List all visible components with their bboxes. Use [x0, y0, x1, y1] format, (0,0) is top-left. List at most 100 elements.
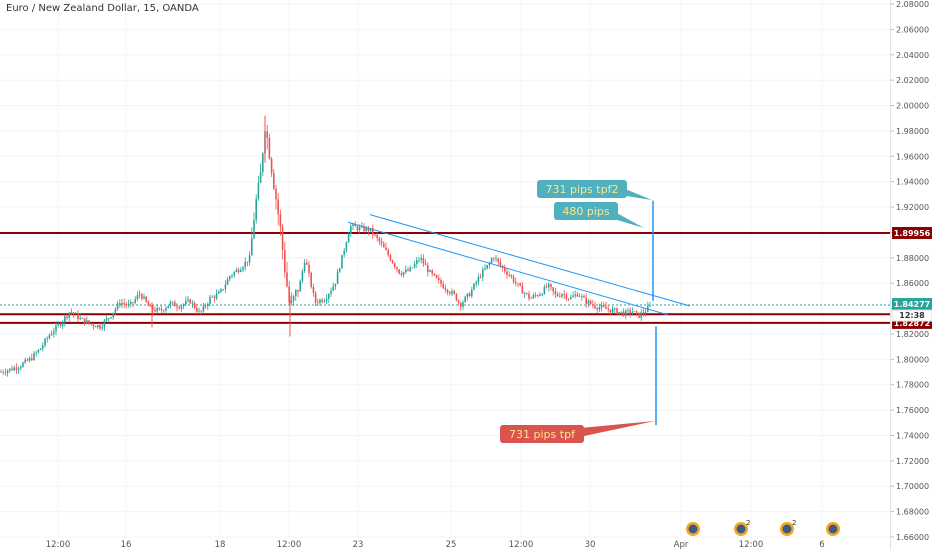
candle-body [526, 293, 528, 294]
candle-body [220, 289, 222, 292]
candle-body [152, 306, 154, 310]
candle-body [424, 263, 427, 266]
candle-body [372, 228, 374, 235]
candle-body [460, 302, 462, 307]
price-box-label: 1.89956 [894, 229, 931, 238]
candle-body [255, 198, 257, 221]
candle-body [108, 318, 110, 320]
candle-body [369, 228, 372, 232]
candle-body [83, 318, 86, 324]
candle-body [178, 307, 180, 309]
y-tick-label: 2.06000 [896, 25, 929, 34]
candle-body [539, 294, 541, 296]
candle-body [4, 372, 7, 374]
candle-body [297, 289, 299, 292]
candle-body [147, 301, 150, 306]
candle-body [537, 295, 539, 297]
candle-body [110, 317, 112, 319]
candle-body [114, 308, 117, 313]
candle-body [471, 289, 473, 297]
y-tick-label: 1.86000 [896, 279, 929, 288]
candle-body [101, 326, 103, 329]
y-tick-label: 1.68000 [896, 508, 929, 517]
candle-body [350, 225, 352, 234]
y-tick-label: 1.72000 [896, 457, 929, 466]
x-tick-label: 12:00 [509, 540, 534, 550]
candle-body [119, 303, 121, 305]
candle-body [429, 270, 431, 272]
candle-body [365, 227, 367, 231]
x-tick-label: Apr [674, 540, 689, 550]
candle-body [176, 306, 178, 308]
candle-body [11, 368, 13, 371]
candle-body [182, 304, 185, 307]
candle-body [581, 296, 583, 297]
candle-body [323, 300, 326, 302]
candle-body [44, 338, 46, 346]
candle-body [86, 320, 88, 324]
candle-body [442, 284, 444, 289]
candle-body [55, 325, 57, 332]
y-tick-label: 1.98000 [896, 127, 929, 136]
candle-body [339, 268, 341, 272]
candle-body [416, 260, 418, 264]
candle-body [400, 273, 403, 275]
candle-body [88, 320, 90, 324]
candle-body [141, 294, 143, 299]
candle-body [224, 284, 227, 290]
candle-body [334, 283, 337, 287]
candle-body [409, 267, 411, 272]
candle-body [464, 296, 466, 303]
y-tick-label: 1.96000 [896, 152, 929, 161]
candle-body [17, 368, 20, 370]
candle-body [402, 272, 405, 275]
price-box-label: 1.82872 [894, 319, 930, 328]
candle-body [290, 300, 293, 303]
candle-body [473, 283, 475, 290]
horizontal-levels [0, 231, 890, 324]
candle-body [160, 309, 163, 311]
candle-body [301, 271, 304, 281]
current-price-box [892, 298, 932, 311]
candle-body [332, 286, 334, 291]
candle-body [504, 267, 506, 272]
candle-body [149, 305, 152, 307]
candle-body [312, 286, 315, 293]
candle-body [468, 293, 471, 297]
candle-body [266, 131, 268, 139]
candle-body [196, 308, 198, 312]
candle-body [292, 295, 295, 301]
candle-body [156, 308, 158, 312]
candle-body [583, 296, 585, 298]
candle-body [248, 255, 251, 263]
candle-body [433, 273, 436, 276]
label-tpf2-box [537, 180, 627, 198]
trendline [347, 221, 669, 316]
candle-body [275, 188, 277, 200]
candle-body [451, 291, 453, 294]
candle-body [167, 305, 169, 308]
candle-body [215, 293, 218, 299]
candle-body [462, 302, 464, 307]
candle-body [319, 299, 321, 304]
candle-body [640, 312, 642, 318]
candle-body [213, 296, 216, 299]
candle-body [237, 269, 240, 272]
countdown-label: 12:38 [899, 311, 925, 320]
candle-body [169, 302, 172, 306]
candle-body [174, 301, 176, 307]
candle-body [134, 299, 136, 303]
candle-body [552, 287, 554, 292]
candle-body [363, 226, 365, 231]
candle-body [68, 312, 70, 318]
candle-body [130, 302, 132, 304]
candle-body [270, 158, 273, 173]
candle-body [2, 371, 4, 373]
candle-body [490, 258, 493, 264]
candle-body [446, 289, 449, 293]
candle-body [72, 312, 75, 315]
candle-body [589, 300, 592, 305]
x-tick-label: 12:00 [739, 540, 764, 550]
candle-body [57, 324, 59, 326]
